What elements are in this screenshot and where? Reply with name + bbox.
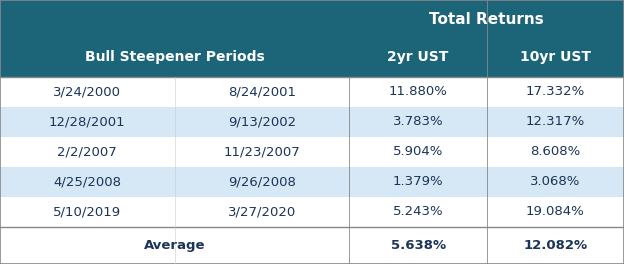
Text: 3/24/2000: 3/24/2000 xyxy=(54,85,121,98)
Text: 12.317%: 12.317% xyxy=(526,115,585,128)
Text: 10yr UST: 10yr UST xyxy=(520,50,591,64)
Text: 11.880%: 11.880% xyxy=(389,85,447,98)
Text: 5/10/2019: 5/10/2019 xyxy=(53,205,122,219)
Text: 12.082%: 12.082% xyxy=(524,239,587,252)
Text: 8.608%: 8.608% xyxy=(530,145,580,158)
Bar xyxy=(0,197,624,227)
Text: 8/24/2001: 8/24/2001 xyxy=(228,85,296,98)
Bar xyxy=(0,0,624,38)
Text: 3.068%: 3.068% xyxy=(530,175,580,188)
Text: Total Returns: Total Returns xyxy=(429,12,544,27)
Bar xyxy=(0,38,624,77)
Bar xyxy=(0,167,624,197)
Text: 2/2/2007: 2/2/2007 xyxy=(57,145,117,158)
Text: 5.243%: 5.243% xyxy=(392,205,444,219)
Text: 12/28/2001: 12/28/2001 xyxy=(49,115,125,128)
Text: 4/25/2008: 4/25/2008 xyxy=(54,175,121,188)
Bar xyxy=(0,137,624,167)
Text: 3.783%: 3.783% xyxy=(392,115,444,128)
Text: 3/27/2020: 3/27/2020 xyxy=(228,205,296,219)
Text: 9/26/2008: 9/26/2008 xyxy=(228,175,296,188)
Bar xyxy=(0,107,624,137)
Text: 11/23/2007: 11/23/2007 xyxy=(224,145,300,158)
Text: 17.332%: 17.332% xyxy=(526,85,585,98)
Text: 5.904%: 5.904% xyxy=(393,145,443,158)
Text: 5.638%: 5.638% xyxy=(391,239,446,252)
Text: 1.379%: 1.379% xyxy=(392,175,444,188)
Bar xyxy=(0,227,624,264)
Bar xyxy=(0,77,624,107)
Text: 19.084%: 19.084% xyxy=(526,205,585,219)
Text: Bull Steepener Periods: Bull Steepener Periods xyxy=(85,50,265,64)
Text: Average: Average xyxy=(144,239,205,252)
Text: 9/13/2002: 9/13/2002 xyxy=(228,115,296,128)
Text: 2yr UST: 2yr UST xyxy=(388,50,449,64)
